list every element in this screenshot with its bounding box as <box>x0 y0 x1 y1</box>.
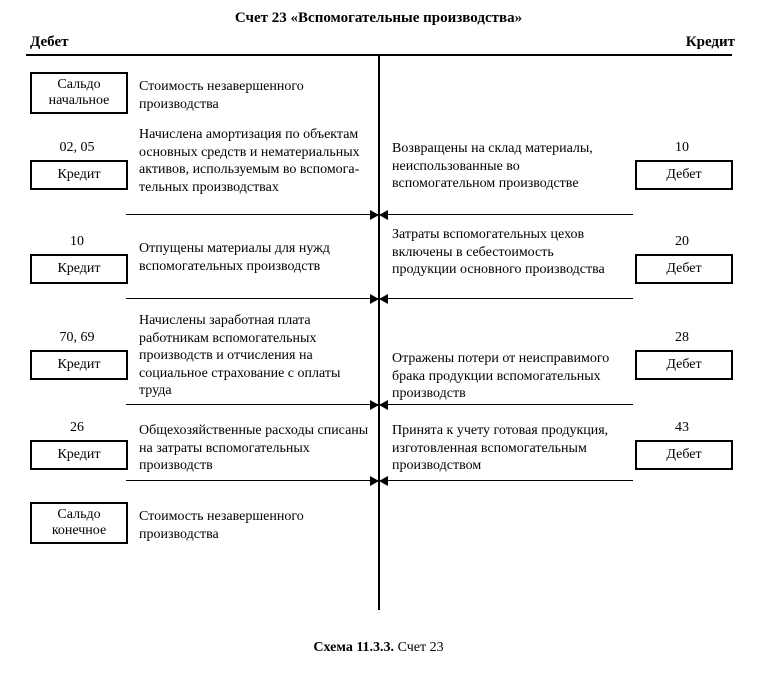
figure-caption: Схема 11.3.3. Счет 23 <box>0 640 757 656</box>
right-acct-box-2: Дебет <box>635 254 733 284</box>
arrow-left-3 <box>126 404 378 405</box>
figure-caption-bold: Схема 11.3.3. <box>313 640 394 655</box>
left-acct-num-4: 26 <box>30 420 124 436</box>
header-credit: Кредит <box>686 34 735 51</box>
left-acct-box-4: Кредит <box>30 440 128 470</box>
right-acct-num-2: 20 <box>635 234 729 250</box>
arrow-right-2 <box>380 298 633 299</box>
right-acct-num-4: 43 <box>635 420 729 436</box>
arrow-left-2 <box>126 298 378 299</box>
page-title: Счет 23 «Вспомогательные производства» <box>0 10 757 27</box>
left-desc-2: Отпущены материалы для нужд вспомогатель… <box>139 240 372 275</box>
left-acct-box-1: Кредит <box>30 160 128 190</box>
right-acct-num-1: 10 <box>635 140 729 156</box>
right-desc-4: Принята к учету готовая про­дукция, изго… <box>392 422 617 475</box>
left-acct-num-1: 02, 05 <box>30 140 124 156</box>
right-acct-box-4: Дебет <box>635 440 733 470</box>
left-acct-box-3: Кредит <box>30 350 128 380</box>
left-acct-num-3: 70, 69 <box>30 330 124 346</box>
left-desc-3: Начислены заработная плата работникам вс… <box>139 312 372 400</box>
right-acct-box-1: Дебет <box>635 160 733 190</box>
right-desc-1: Возвращены на склад мате­риалы, неисполь… <box>392 140 617 193</box>
right-acct-box-3: Дебет <box>635 350 733 380</box>
balance-end-desc: Стоимость незавершенного производства <box>139 508 372 543</box>
header-debit: Дебет <box>30 34 69 51</box>
arrow-right-4 <box>380 480 633 481</box>
figure-caption-rest: Счет 23 <box>394 640 444 655</box>
balance-start-box: Сальдо начальное <box>30 72 128 114</box>
balance-end-box: Сальдо конечное <box>30 502 128 544</box>
balance-start-desc: Стоимость незавершенного производства <box>139 78 372 113</box>
arrow-left-4 <box>126 480 378 481</box>
right-desc-2: Затраты вспомогательных цехов включены в… <box>392 226 617 279</box>
left-acct-box-2: Кредит <box>30 254 128 284</box>
left-desc-4: Общехозяйственные расходы списаны на зат… <box>139 422 372 475</box>
arrow-left-1 <box>126 214 378 215</box>
right-desc-3: Отражены потери от неиспра­вимого брака … <box>392 350 617 403</box>
right-acct-num-3: 28 <box>635 330 729 346</box>
arrow-right-3 <box>380 404 633 405</box>
left-desc-1: Начислена амортизация по объектам основн… <box>139 126 372 196</box>
t-account-diagram: Счет 23 «Вспомогательные производства» Д… <box>0 0 757 684</box>
t-account-center-rule <box>378 54 380 610</box>
left-acct-num-2: 10 <box>30 234 124 250</box>
arrow-right-1 <box>380 214 633 215</box>
